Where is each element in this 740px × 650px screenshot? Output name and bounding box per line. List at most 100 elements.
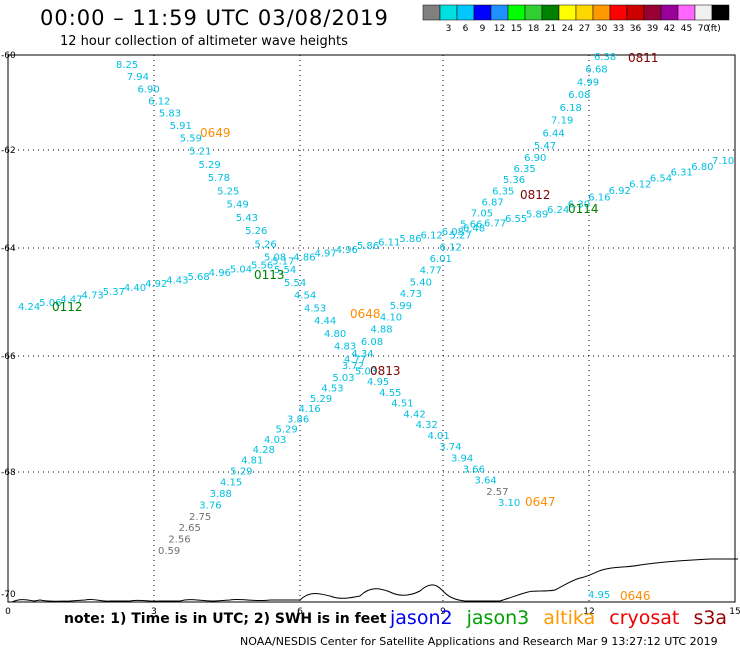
wave-height-value: 6.44 — [542, 128, 564, 139]
wave-height-value: 5.29 — [198, 160, 220, 171]
wave-height-value: 6.90 — [137, 84, 159, 95]
wave-height-value: 6.08 — [442, 227, 464, 238]
wave-height-value: 7.19 — [551, 116, 573, 127]
wave-height-value: 4.55 — [379, 388, 401, 399]
wave-height-value: 6.08 — [568, 90, 590, 101]
wave-height-value: 5.49 — [226, 200, 248, 211]
wave-height-value: 4.96 — [209, 268, 231, 279]
wave-height-value: 5.29 — [310, 394, 332, 405]
pass-time-label: 0648 — [350, 307, 381, 321]
colorbar-tick-label: 30 — [596, 24, 608, 34]
wave-height-value: 5.89 — [526, 209, 548, 220]
wave-height-value: 3.66 — [463, 465, 485, 476]
wave-height-value: 5.21 — [189, 147, 211, 158]
wave-height-value: 6.16 — [588, 193, 610, 204]
credit-footer: NOAA/NESDIS Center for Satellite Applica… — [240, 635, 718, 648]
colorbar-tick-label: 21 — [545, 24, 556, 34]
wave-height-value: 5.86 — [399, 234, 421, 245]
pass-time-label: 0113 — [254, 268, 285, 282]
colorbar-tick-label: 18 — [528, 24, 540, 34]
wave-height-value: 5.91 — [170, 121, 192, 132]
wave-height-value: 6.12 — [148, 96, 170, 107]
wave-height-value: 3.72 — [342, 361, 364, 372]
wave-height-value: 6.11 — [378, 238, 400, 249]
y-tick-label: -70 — [1, 590, 16, 600]
wave-height-value: 6.90 — [524, 153, 546, 164]
wave-height-value: 5.25 — [217, 186, 239, 197]
wave-height-value: 4.54 — [294, 291, 316, 302]
wave-height-value: 3.94 — [451, 453, 473, 464]
wave-height-value: 4.53 — [304, 303, 326, 314]
wave-height-value: 4.43 — [166, 276, 188, 287]
colorbar-tick-label: 9 — [480, 24, 486, 34]
pass-time-label: 0649 — [200, 126, 231, 140]
colorbar-unit: (ft) — [707, 24, 721, 34]
legend-cryosat: cryosat — [609, 607, 680, 629]
wave-height-value: 4.03 — [264, 435, 286, 446]
wave-height-value: 4.16 — [298, 404, 320, 415]
colorbar-tick-label: 6 — [463, 24, 469, 34]
legend-altika: altika — [543, 607, 596, 629]
wave-height-value: 4.73 — [400, 289, 422, 300]
wave-height-value: 5.56 — [251, 260, 273, 271]
wave-height-value: 6.24 — [547, 205, 569, 216]
wave-height-value: 5.99 — [390, 301, 412, 312]
wave-height-value: 6.87 — [481, 197, 503, 208]
colorbar-tick-label: 33 — [613, 24, 624, 34]
wave-height-value: 4.73 — [82, 291, 104, 302]
wave-height-value: 5.47 — [534, 141, 556, 152]
wave-height-value: 5.04 — [230, 264, 252, 275]
wave-height-value: 5.43 — [236, 213, 258, 224]
wave-height-value: 6.38 — [594, 52, 616, 63]
wave-height-value: 4.77 — [420, 266, 442, 277]
wave-height-value: 4.24 — [18, 302, 40, 313]
color-scale-bar: 3 6 9 12 15 18 21 24 27 30 33 36 39 42 45 70(ft) — [422, 4, 730, 34]
wave-height-value: 5.08 — [264, 252, 286, 263]
wave-height-value: 2.75 — [189, 512, 211, 523]
wave-height-value: 4.34 — [351, 349, 373, 360]
wave-height-value: 4.97 — [314, 249, 336, 260]
wave-height-value: 5.40 — [410, 277, 432, 288]
wave-height-value: 6.77 — [484, 219, 506, 230]
wave-height-value: 6.35 — [492, 186, 514, 197]
y-tick-label: -64 — [1, 244, 16, 254]
wave-height-value: 4.83 — [334, 342, 356, 353]
wave-height-value: 6.80 — [691, 162, 713, 173]
page-title: 00:00 – 11:59 UTC 03/08/2019 — [40, 6, 389, 30]
colorbar-tick-label: 3 — [446, 24, 452, 34]
wave-height-value: 0.59 — [158, 546, 180, 557]
wave-height-value: 4.32 — [416, 420, 438, 431]
wave-height-value: 4.95 — [588, 590, 610, 601]
wave-height-value: 6.68 — [585, 65, 607, 76]
wave-height-value: 3.74 — [439, 442, 461, 453]
wave-height-value: 2.57 — [486, 487, 508, 498]
x-tick-label: 9 — [440, 607, 446, 617]
wave-height-value: 7.94 — [127, 72, 149, 83]
wave-height-value: 3.76 — [199, 500, 221, 511]
wave-height-value: 6.54 — [650, 174, 672, 185]
x-tick-label: 12 — [583, 607, 594, 617]
legend-jason2: jason2 — [390, 607, 453, 629]
wave-height-value: 4.95 — [367, 377, 389, 388]
wave-height-value: 4.47 — [60, 294, 82, 305]
wave-height-value: 6.35 — [513, 164, 535, 175]
wave-height-value: 6.30 — [568, 199, 590, 210]
y-tick-label: -68 — [1, 468, 16, 478]
wave-height-value: 3.10 — [498, 498, 520, 509]
wave-height-value: 5.26 — [254, 239, 276, 250]
x-tick-label: 15 — [729, 607, 740, 617]
wave-height-value: 4.99 — [577, 77, 599, 88]
wave-height-value: 2.56 — [168, 535, 190, 546]
wave-height-value: 5.78 — [208, 173, 230, 184]
wave-height-value: 2.65 — [179, 523, 201, 534]
wave-height-value: 5.54 — [274, 265, 296, 276]
wave-height-value: 7.10 — [712, 156, 734, 167]
wave-height-value: 3.86 — [287, 414, 309, 425]
pass-time-label: 0112 — [52, 300, 83, 314]
wave-height-value: 7.05 — [471, 208, 493, 219]
pass-time-label: 0647 — [525, 495, 556, 509]
wave-height-value: 4.15 — [220, 478, 242, 489]
colorbar-tick-label: 42 — [664, 24, 675, 34]
colorbar-tick-label: 12 — [494, 24, 505, 34]
